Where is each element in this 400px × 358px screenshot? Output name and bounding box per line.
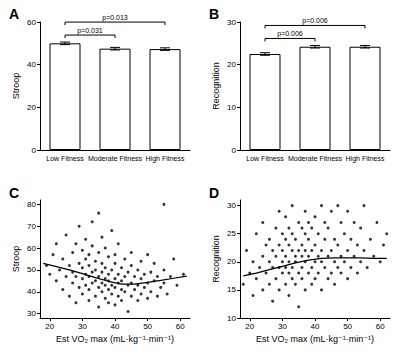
svg-text:25: 25 (227, 229, 236, 238)
svg-text:20: 20 (45, 322, 54, 331)
svg-text:High Fitness: High Fitness (146, 155, 185, 163)
svg-text:15: 15 (227, 285, 236, 294)
svg-text:30: 30 (278, 322, 287, 331)
svg-text:40: 40 (311, 322, 320, 331)
svg-text:60: 60 (176, 322, 185, 331)
svg-text:Moderate Fitness: Moderate Fitness (288, 155, 343, 162)
svg-text:50: 50 (27, 265, 36, 274)
svg-text:B: B (209, 6, 219, 22)
svg-text:40: 40 (27, 60, 36, 69)
svg-text:60: 60 (27, 244, 36, 253)
svg-text:p=0.031: p=0.031 (77, 27, 103, 35)
svg-text:0: 0 (232, 146, 237, 155)
svg-text:30: 30 (78, 322, 87, 331)
svg-text:A: A (9, 6, 19, 22)
svg-text:D: D (209, 185, 219, 201)
svg-text:30: 30 (227, 18, 236, 27)
svg-text:20: 20 (227, 257, 236, 266)
svg-text:10: 10 (227, 103, 236, 112)
svg-text:20: 20 (245, 322, 254, 331)
svg-text:Stroop: Stroop (11, 246, 21, 273)
svg-text:High Fitness: High Fitness (346, 155, 385, 163)
svg-text:Est VO₂ max (mL·kg⁻¹·min⁻¹): Est VO₂ max (mL·kg⁻¹·min⁻¹) (256, 334, 374, 344)
svg-text:60: 60 (27, 18, 36, 27)
svg-text:10: 10 (227, 314, 236, 323)
svg-text:C: C (9, 185, 19, 201)
svg-text:40: 40 (111, 322, 120, 331)
svg-text:p=0.013: p=0.013 (102, 14, 128, 22)
svg-text:20: 20 (227, 60, 236, 69)
svg-text:Stroop: Stroop (11, 73, 21, 100)
svg-text:60: 60 (376, 322, 385, 331)
svg-text:20: 20 (27, 103, 36, 112)
svg-text:Low Fitness: Low Fitness (246, 155, 284, 162)
svg-text:p=0.006: p=0.006 (277, 30, 303, 38)
svg-text:Moderate Fitness: Moderate Fitness (88, 155, 143, 162)
svg-text:Recognition: Recognition (211, 62, 221, 110)
svg-text:50: 50 (343, 322, 352, 331)
svg-text:30: 30 (227, 201, 236, 210)
svg-text:80: 80 (27, 200, 36, 209)
svg-text:p=0.006: p=0.006 (302, 17, 328, 25)
svg-text:Low Fitness: Low Fitness (46, 155, 84, 162)
svg-text:0: 0 (32, 146, 37, 155)
svg-text:50: 50 (143, 322, 152, 331)
svg-text:Est VO₂ max (mL·kg⁻¹·min⁻¹): Est VO₂ max (mL·kg⁻¹·min⁻¹) (56, 334, 174, 344)
svg-text:30: 30 (27, 309, 36, 318)
svg-text:40: 40 (27, 287, 36, 296)
svg-text:70: 70 (27, 222, 36, 231)
svg-text:Recognition: Recognition (211, 235, 221, 283)
